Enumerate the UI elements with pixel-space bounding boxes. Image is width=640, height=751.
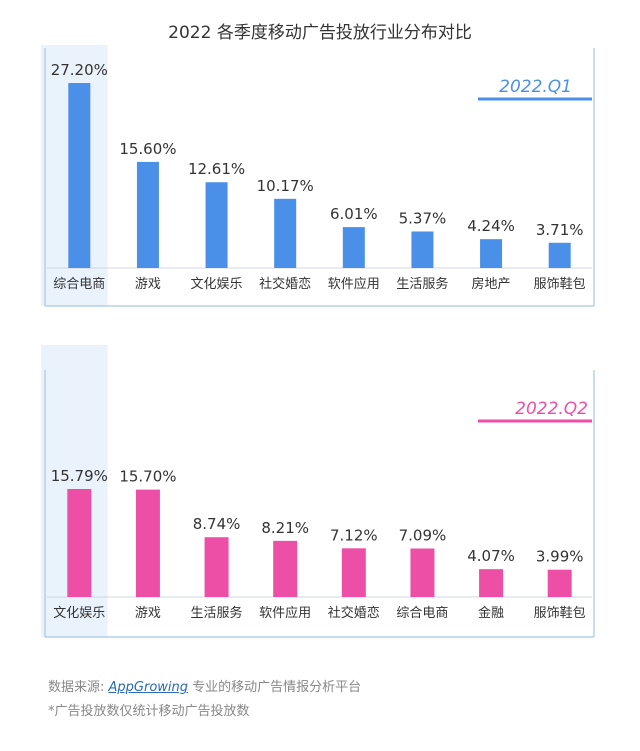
category-label: 社交婚恋 bbox=[259, 276, 311, 292]
source-prefix: 数据来源: bbox=[48, 680, 109, 695]
data-label: 7.12% bbox=[330, 526, 378, 544]
bar bbox=[274, 198, 297, 268]
bar bbox=[479, 569, 504, 597]
category-label: 游戏 bbox=[135, 277, 161, 292]
quarter-label: 2022.Q1 bbox=[499, 77, 572, 97]
data-label: 3.99% bbox=[536, 548, 584, 566]
data-label: 12.61% bbox=[188, 160, 245, 178]
category-label: 游戏 bbox=[135, 606, 161, 621]
data-label: 15.60% bbox=[119, 140, 176, 158]
bar bbox=[136, 161, 159, 268]
bar bbox=[341, 548, 366, 597]
bar bbox=[410, 548, 435, 597]
q2-bar-chart: 2022.Q2 15.79% 文化娱乐 15.70% 游戏 8.74% 生活服务 8.21% 软… bbox=[41, 345, 595, 638]
appgrowing-link[interactable]: AppGrowing bbox=[108, 680, 189, 695]
category-label: 综合电商 bbox=[396, 606, 448, 621]
data-label: 7.09% bbox=[399, 527, 447, 545]
data-label: 4.24% bbox=[467, 217, 515, 235]
data-label: 8.74% bbox=[193, 515, 241, 533]
category-label: 服饰鞋包 bbox=[534, 276, 586, 292]
bar bbox=[273, 540, 298, 597]
source-suffix: 专业的移动广告情报分析平台 bbox=[188, 680, 362, 695]
category-label: 社交婚恋 bbox=[328, 605, 380, 621]
category-label: 文化娱乐 bbox=[53, 606, 105, 621]
data-label: 15.70% bbox=[119, 468, 176, 486]
footnote: *广告投放数仅统计移动广告投放数 bbox=[48, 704, 250, 719]
data-label: 5.37% bbox=[399, 209, 447, 227]
bar bbox=[342, 227, 365, 268]
category-label: 软件应用 bbox=[328, 276, 380, 292]
category-label: 服饰鞋包 bbox=[534, 605, 586, 621]
data-source: 数据来源: AppGrowing 专业的移动广告情报分析平台 bbox=[48, 676, 361, 695]
bar bbox=[135, 489, 160, 597]
data-label: 10.17% bbox=[257, 177, 314, 195]
quarter-label: 2022.Q2 bbox=[515, 399, 588, 419]
bar bbox=[68, 83, 91, 268]
category-label: 生活服务 bbox=[191, 605, 243, 621]
chart-title: 2022 各季度移动广告投放行业分布对比 bbox=[168, 23, 472, 43]
category-label: 金融 bbox=[478, 605, 504, 621]
bar bbox=[67, 489, 92, 597]
data-label: 4.07% bbox=[467, 547, 515, 565]
category-label: 房地产 bbox=[472, 276, 511, 292]
data-label: 27.20% bbox=[51, 61, 108, 79]
bar bbox=[548, 242, 571, 268]
q1-bar-chart: 2022.Q1 27.20% 综合电商 15.60% 游戏 12.61% 文化娱乐 10.17… bbox=[41, 45, 595, 307]
category-label: 生活服务 bbox=[396, 276, 448, 292]
bar bbox=[205, 182, 228, 268]
data-label: 15.79% bbox=[51, 467, 108, 485]
category-label: 文化娱乐 bbox=[191, 277, 243, 292]
bar bbox=[480, 239, 503, 268]
category-label: 综合电商 bbox=[53, 277, 105, 292]
bar bbox=[204, 537, 229, 597]
data-label: 6.01% bbox=[330, 205, 378, 223]
category-label: 软件应用 bbox=[259, 605, 311, 621]
data-label: 3.71% bbox=[536, 221, 584, 239]
bar bbox=[547, 569, 572, 597]
bar bbox=[411, 231, 434, 268]
data-label: 8.21% bbox=[261, 519, 309, 537]
